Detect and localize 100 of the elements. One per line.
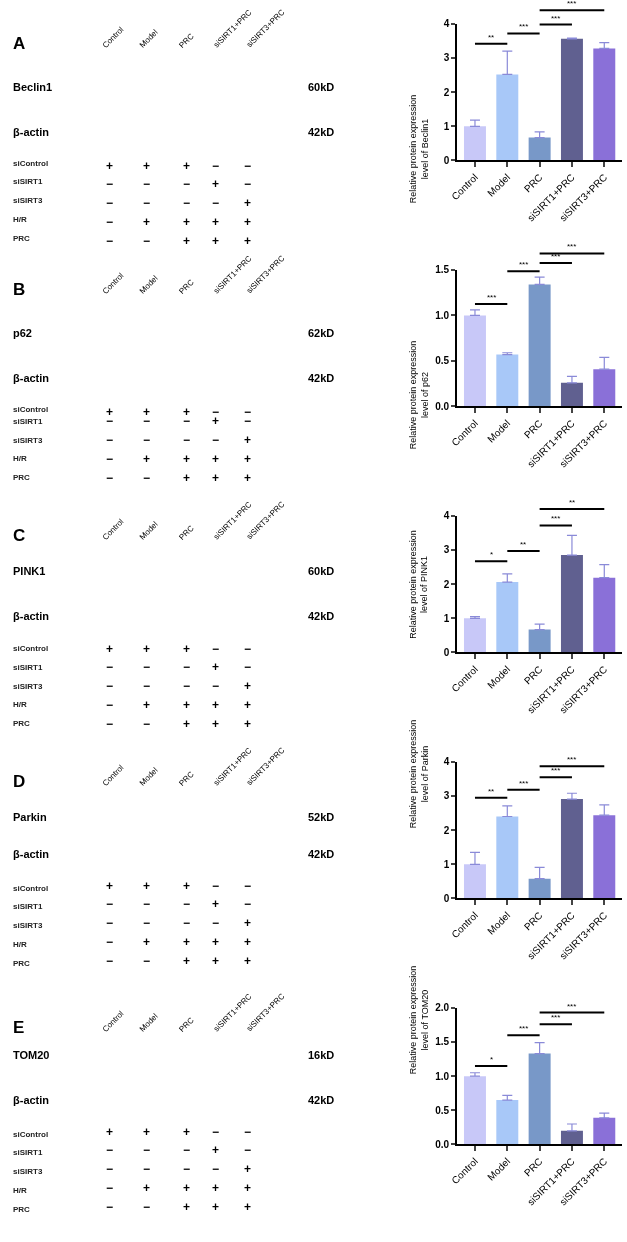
category-label: 52kD [308, 811, 335, 823]
text: − [244, 159, 252, 173]
category-label: siSIRT3 [13, 921, 43, 930]
text: − [106, 215, 114, 229]
text: − [143, 897, 151, 911]
y-axis-title: Relative protein expression level of Parkin [408, 719, 430, 829]
y-tick-label: 0.5 [435, 1104, 450, 1116]
y-tick-label: 3 [443, 52, 450, 64]
text: − [143, 1200, 151, 1214]
text: − [143, 234, 151, 248]
category-label: PRC [13, 1205, 30, 1214]
category-label: β-actin [13, 126, 50, 138]
text: − [106, 660, 114, 674]
text: + [183, 159, 191, 173]
annotation: *** [487, 293, 497, 302]
category-label: siSIRT3 [13, 682, 43, 691]
text: − [244, 1125, 252, 1139]
category-label: siSIRT1 [13, 417, 43, 426]
y-tick-label: 2 [443, 578, 450, 590]
text: − [212, 642, 220, 656]
text: − [212, 159, 220, 173]
y-tick-label: 1.0 [435, 309, 450, 321]
text: + [212, 471, 220, 485]
text: − [143, 916, 151, 930]
category-label: PINK1 [13, 565, 46, 577]
text: + [212, 1181, 220, 1195]
text: + [244, 679, 252, 693]
category-label: H/R [13, 454, 27, 463]
text: + [244, 717, 252, 731]
y-axis-title: Relative protein expression level of p62 [408, 340, 430, 450]
text: + [244, 452, 252, 466]
annotation: *** [519, 779, 529, 788]
text: + [143, 879, 151, 893]
y-tick-label: 0 [443, 893, 450, 904]
y-tick-label: 1 [443, 612, 450, 624]
text: − [183, 1162, 191, 1176]
text: + [244, 1162, 252, 1176]
annotation: ** [520, 540, 527, 549]
text: − [106, 935, 114, 949]
text: − [106, 1181, 114, 1195]
text: + [244, 954, 252, 968]
text: + [143, 1125, 151, 1139]
category-label: H/R [13, 700, 27, 709]
text: + [212, 954, 220, 968]
category-label: Beclin1 [13, 81, 53, 93]
text: − [106, 452, 114, 466]
text: + [143, 452, 151, 466]
text: *** [551, 14, 561, 23]
text: − [212, 879, 220, 893]
text: + [183, 954, 191, 968]
category-label: Parkin [13, 811, 47, 823]
category-label: β-actin [13, 1094, 50, 1106]
annotation: *** [551, 1013, 561, 1022]
text: + [183, 215, 191, 229]
text: + [183, 698, 191, 712]
text: − [143, 717, 151, 731]
category-label: siControl [13, 1130, 49, 1139]
annotation: * [490, 1055, 494, 1064]
text: − [212, 1162, 220, 1176]
text: − [183, 679, 191, 693]
text: + [143, 935, 151, 949]
text: − [212, 679, 220, 693]
text: + [106, 642, 114, 656]
text: + [244, 433, 252, 447]
text: − [106, 196, 114, 210]
text: − [143, 177, 151, 191]
text: − [106, 1200, 114, 1214]
text: A [13, 34, 26, 53]
annotation: ** [488, 787, 495, 796]
text: + [212, 717, 220, 731]
category-label: 42kD [308, 372, 335, 384]
text: + [183, 452, 191, 466]
text: + [212, 234, 220, 248]
y-tick-label: 0 [443, 647, 450, 658]
text: − [106, 698, 114, 712]
annotation: *** [551, 766, 561, 775]
y-axis-title: Relative protein expression level of Beclin1 [408, 94, 430, 204]
text: − [244, 177, 252, 191]
y-tick-label: 4 [443, 510, 450, 522]
y-tick-label: 2 [443, 86, 450, 98]
text: + [106, 159, 114, 173]
text: + [143, 159, 151, 173]
annotation: *** [519, 1024, 529, 1033]
y-tick-label: 1 [443, 858, 450, 870]
text: − [143, 196, 151, 210]
text: − [244, 642, 252, 656]
text: + [244, 215, 252, 229]
text: − [106, 471, 114, 485]
text: + [212, 935, 220, 949]
text: + [143, 1181, 151, 1195]
category-label: β-actin [13, 610, 50, 622]
text: + [212, 177, 220, 191]
text: − [183, 916, 191, 930]
y-tick-label: 4 [443, 756, 450, 768]
text: − [106, 717, 114, 731]
text: + [183, 717, 191, 731]
y-tick-label: 4 [443, 18, 450, 30]
text: + [244, 1200, 252, 1214]
text: + [244, 916, 252, 930]
text: − [143, 471, 151, 485]
